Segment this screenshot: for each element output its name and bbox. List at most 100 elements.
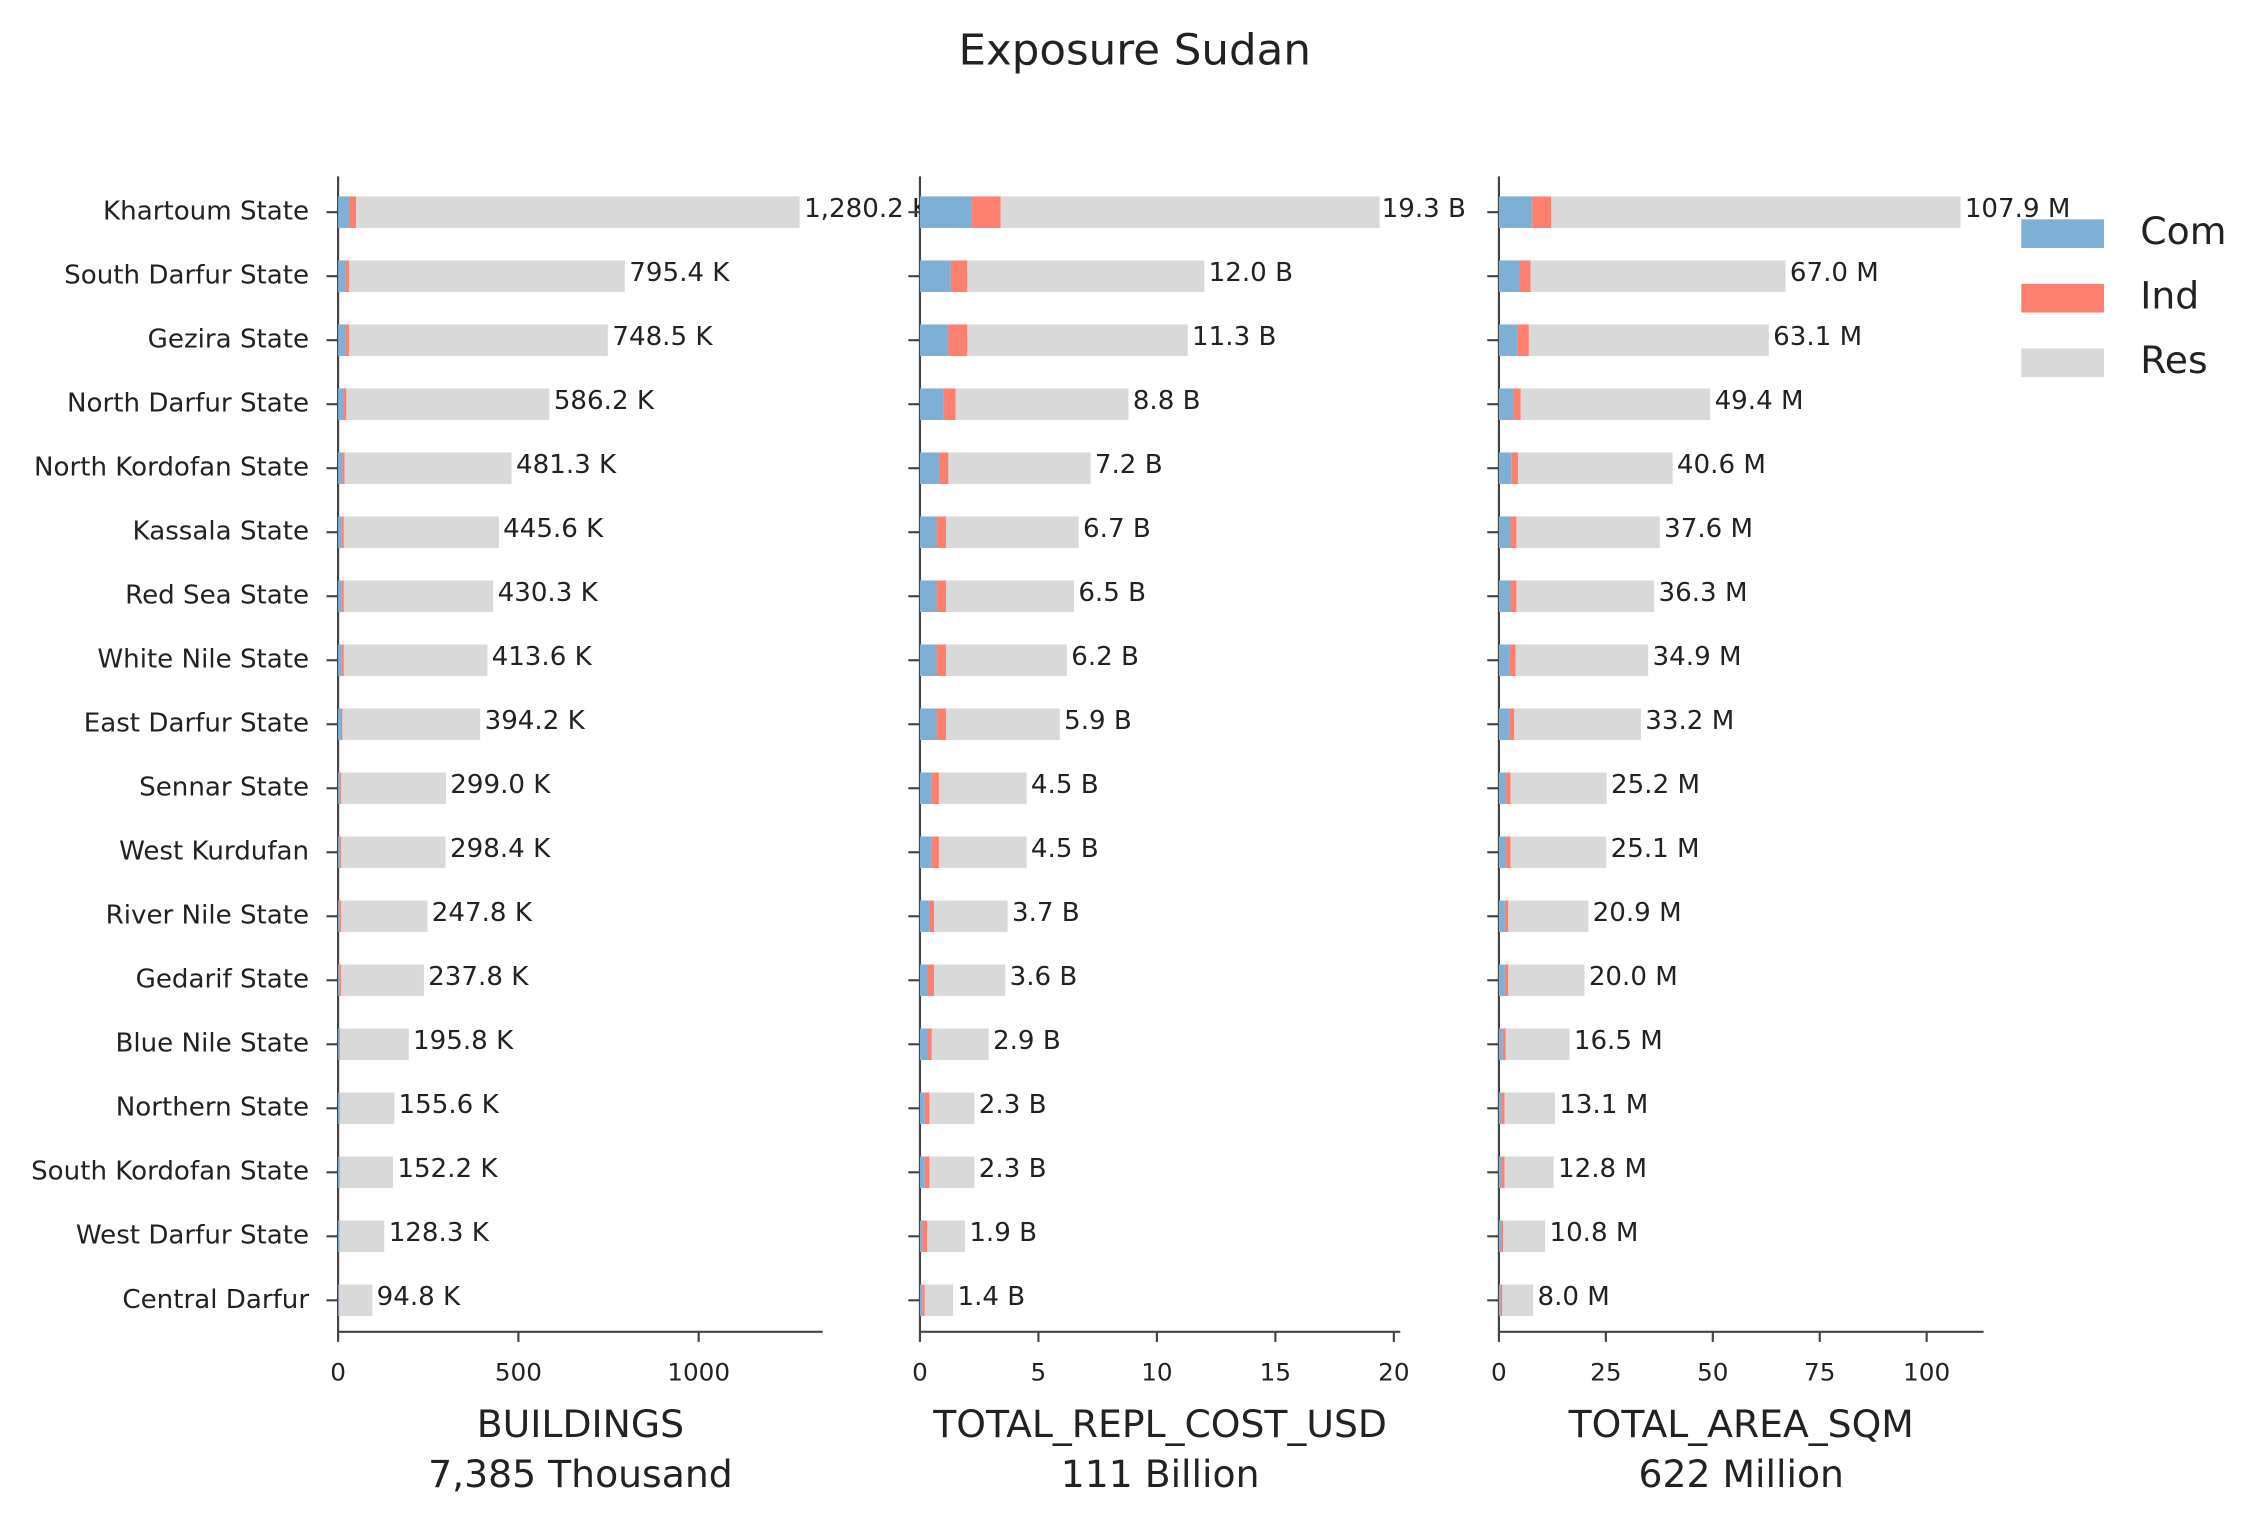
y-tick-label: River Nile State [106,901,309,931]
value-label: 394.2 K [485,706,586,736]
bar-segment [339,1220,385,1253]
y-tick-label: Khartoum State [103,197,309,227]
bar-segment [934,900,1008,933]
bar-segment [339,1156,393,1189]
x-axis-label: TOTAL_REPL_COST_USD [932,1402,1387,1446]
bar-segment [346,388,550,420]
bar-segment [1510,836,1607,869]
bar-segment [919,1092,925,1125]
bar-segment [929,900,935,933]
x-axis-label: TOTAL_AREA_SQM [1568,1402,1914,1446]
legend-swatch [2021,283,2104,313]
bar-segment [338,900,340,933]
value-label: 298.4 K [450,834,551,864]
y-tick-label: West Kurdufan [119,837,309,867]
bar-segment [1498,260,1520,292]
value-label: 67.0 M [1790,258,1879,288]
bar-segment [356,196,800,228]
bar-segment [1510,580,1517,612]
x-axis-label: 7,385 Thousand [428,1452,733,1496]
bar-segment [339,1284,373,1317]
bar-segment [1510,772,1607,805]
bar-segment [1498,388,1514,420]
bar-segment [341,836,446,869]
bar-segment [1501,1092,1505,1125]
bar-segment [1516,580,1655,612]
y-tick-label: White Nile State [97,645,309,675]
y-tick-label: East Darfur State [84,709,309,739]
bar-segment [922,1220,928,1253]
value-label: 1.4 B [957,1282,1025,1312]
bar-segment [348,196,357,228]
bar-segment [1518,452,1673,484]
bar-segment [338,324,346,356]
bar-segment [919,900,930,933]
bar-segment [946,516,1079,548]
bar-segment [1498,324,1518,356]
x-axis-label: BUILDINGS [477,1402,684,1446]
bar-segment [1505,1028,1570,1061]
bar-segment [1509,708,1515,741]
y-tick-label: South Darfur State [64,261,309,291]
bar-segment [931,772,939,805]
value-label: 20.9 M [1593,898,1682,928]
bar-segment [919,708,937,741]
bar-segment [338,1284,339,1317]
y-tick-label: Gedarif State [136,965,309,995]
x-tick-label: 25 [1590,1358,1621,1387]
bar-segment [1503,1220,1546,1253]
bar-segment [339,1156,340,1189]
bar-segment [936,580,947,612]
bar-segment [950,260,968,292]
bar-segment [1551,196,1961,228]
x-tick-label: 75 [1804,1358,1835,1387]
bar-segment [1498,1028,1503,1061]
value-label: 3.6 B [1010,962,1078,992]
bar-segment [919,388,944,420]
value-label: 128.3 K [389,1218,490,1248]
y-tick-label: Gezira State [148,325,309,355]
bar-segment [929,1156,975,1189]
bar-segment [1000,196,1380,228]
bar-segment [341,516,344,548]
bar-segment [967,260,1205,292]
bar-segment [927,1220,965,1253]
y-tick-label: West Darfur State [76,1221,309,1251]
value-label: 19.3 B [1382,194,1466,224]
value-label: 94.8 K [377,1282,462,1312]
legend-swatch [2021,219,2104,249]
x-tick-label: 100 [1903,1358,1950,1387]
bar-segment [1498,516,1511,548]
bar-segment [1510,516,1517,548]
bar-segment [934,964,1006,997]
bar-segment [943,388,956,420]
bar-segment [927,964,935,997]
bar-segment [1498,1220,1502,1253]
bar-segment [938,836,1027,869]
bar-segment [1532,196,1552,228]
bar-segment [1504,1092,1555,1125]
x-tick-label: 0 [1491,1358,1507,1387]
bar-segment [339,1028,341,1061]
bar-segment [339,964,341,997]
x-tick-label: 5 [1031,1358,1047,1387]
bar-segment [1504,900,1509,933]
value-label: 20.0 M [1589,962,1678,992]
value-label: 40.6 M [1677,450,1766,480]
bar-segment [1530,260,1786,292]
value-label: 25.2 M [1611,770,1700,800]
bar-segment [938,452,949,484]
value-label: 481.3 K [516,450,617,480]
value-label: 3.7 B [1012,898,1080,928]
bar-segment [338,1156,340,1189]
bar-segment [338,964,340,997]
value-label: 2.3 B [979,1154,1047,1184]
bar-segment [338,388,344,420]
bar-segment [919,1220,923,1253]
bar-segment [948,324,968,356]
value-label: 36.3 M [1659,578,1748,608]
bar-segment [1498,644,1510,677]
bar-segment [1498,964,1505,997]
